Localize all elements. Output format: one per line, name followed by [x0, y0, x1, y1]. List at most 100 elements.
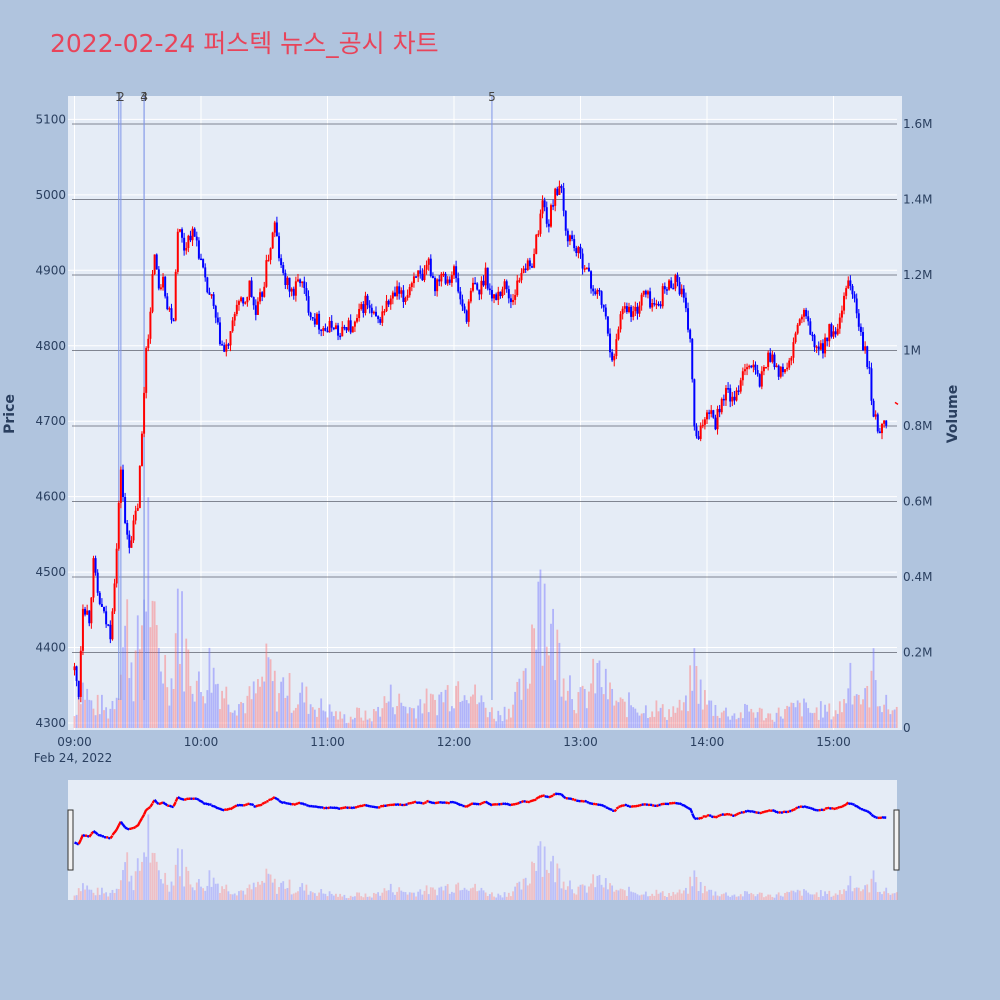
volume-bar — [744, 703, 746, 728]
volume-bar — [259, 686, 261, 728]
news-marker-label[interactable]: 4 — [140, 90, 148, 104]
candle-body — [309, 312, 312, 318]
volume-bar — [889, 714, 892, 728]
volume-bar — [233, 710, 236, 728]
volume-bar — [594, 693, 597, 728]
volume-bar — [84, 699, 86, 728]
volume-bar — [541, 665, 544, 728]
candle-body — [174, 271, 177, 321]
candle-body — [189, 235, 192, 241]
volume-bar — [676, 707, 679, 728]
slider-volume-bar — [708, 889, 711, 900]
volume-bar — [185, 638, 188, 728]
candle-body — [202, 258, 205, 268]
slider-volume-bar — [459, 890, 462, 900]
range-slider-area[interactable] — [68, 780, 897, 900]
volume-bar — [469, 696, 472, 728]
range-slider-left-handle[interactable] — [67, 809, 74, 871]
slider-volume-bar — [843, 889, 845, 900]
candle-body — [290, 288, 293, 292]
slider-volume-bar — [497, 893, 500, 900]
slider-price-line — [468, 803, 472, 807]
slider-price-line — [206, 802, 211, 807]
volume-bar — [478, 702, 481, 728]
volume-bars — [73, 497, 898, 728]
candle-body — [463, 306, 466, 311]
slider-volume-bar — [406, 894, 409, 900]
candle-body — [883, 420, 886, 424]
volume-bar — [396, 706, 398, 728]
volume-gridlines — [72, 123, 897, 653]
volume-bar — [577, 692, 580, 728]
slider-price-line — [92, 830, 97, 834]
volume-bar — [189, 685, 192, 728]
slider-price-line — [278, 799, 282, 804]
volume-bar — [75, 714, 78, 728]
candle-body — [315, 313, 318, 325]
candle-body — [838, 317, 841, 329]
candle-body — [337, 325, 340, 336]
candle-body — [754, 364, 757, 371]
candle-body — [638, 305, 641, 314]
volume-bar — [164, 654, 167, 728]
range-slider-right-handle[interactable] — [893, 809, 900, 871]
slider-volume-bar — [860, 891, 862, 900]
slider-volume-bar — [434, 889, 436, 900]
slider-price-line — [630, 804, 634, 809]
candle-body — [286, 277, 289, 286]
slider-volume-bar — [748, 893, 751, 900]
slider-volume-bar — [335, 893, 337, 900]
volume-bar — [746, 704, 748, 728]
candle-body — [541, 200, 544, 214]
candle-body — [566, 230, 569, 242]
volume-bar — [630, 705, 632, 728]
volume-bar — [693, 648, 696, 728]
slider-volume-bar — [160, 879, 162, 900]
candle-body — [330, 320, 333, 328]
candle-body — [535, 234, 538, 254]
candle-body — [670, 280, 673, 288]
slider-volume-bar — [828, 890, 831, 900]
slider-volume-bar — [760, 892, 763, 900]
volume-bar — [716, 715, 719, 728]
volume-bar — [805, 702, 807, 728]
price-tick-label: 4400 — [35, 641, 66, 655]
slider-volume-bar — [699, 882, 702, 900]
slider-price-line — [343, 805, 347, 809]
slider-price-line — [529, 799, 533, 803]
news-marker-label[interactable]: 2 — [117, 90, 125, 104]
volume-bar — [101, 694, 103, 728]
candle-body — [625, 306, 628, 312]
slider-price-line — [457, 802, 462, 807]
slider-volume-bar — [341, 896, 344, 900]
volume-bar — [472, 694, 474, 728]
slider-volume-bar — [176, 848, 179, 900]
volume-bar — [695, 665, 698, 728]
volume-bar — [689, 665, 692, 728]
candle-body — [402, 290, 405, 302]
slider-volume-bar — [200, 886, 202, 900]
candle-body — [145, 347, 148, 393]
slider-price-line — [379, 804, 383, 808]
slider-price-line — [327, 806, 331, 810]
news-marker-label[interactable]: 1 — [115, 90, 123, 104]
volume-bar — [507, 708, 510, 728]
slider-volume-bar — [552, 855, 554, 900]
slider-volume-bar — [84, 889, 86, 900]
volume-bar — [124, 625, 126, 728]
slider-volume-bar — [488, 894, 491, 900]
volume-bar — [98, 714, 101, 728]
news-marker-label[interactable]: 5 — [488, 90, 496, 104]
volume-bar — [105, 707, 108, 728]
candle-body — [425, 264, 428, 270]
slider-volume-bar — [670, 895, 673, 900]
slider-volume-bar — [136, 858, 139, 900]
slider-volume-bar — [716, 895, 719, 900]
time-tick-label: 11:00 — [310, 735, 345, 749]
volume-bar — [482, 702, 485, 728]
volume-bar — [706, 704, 708, 728]
slider-volume-bar — [830, 896, 833, 900]
slider-price-line — [269, 797, 274, 801]
slider-price-line — [775, 810, 780, 814]
slider-volume-bar — [453, 892, 455, 900]
